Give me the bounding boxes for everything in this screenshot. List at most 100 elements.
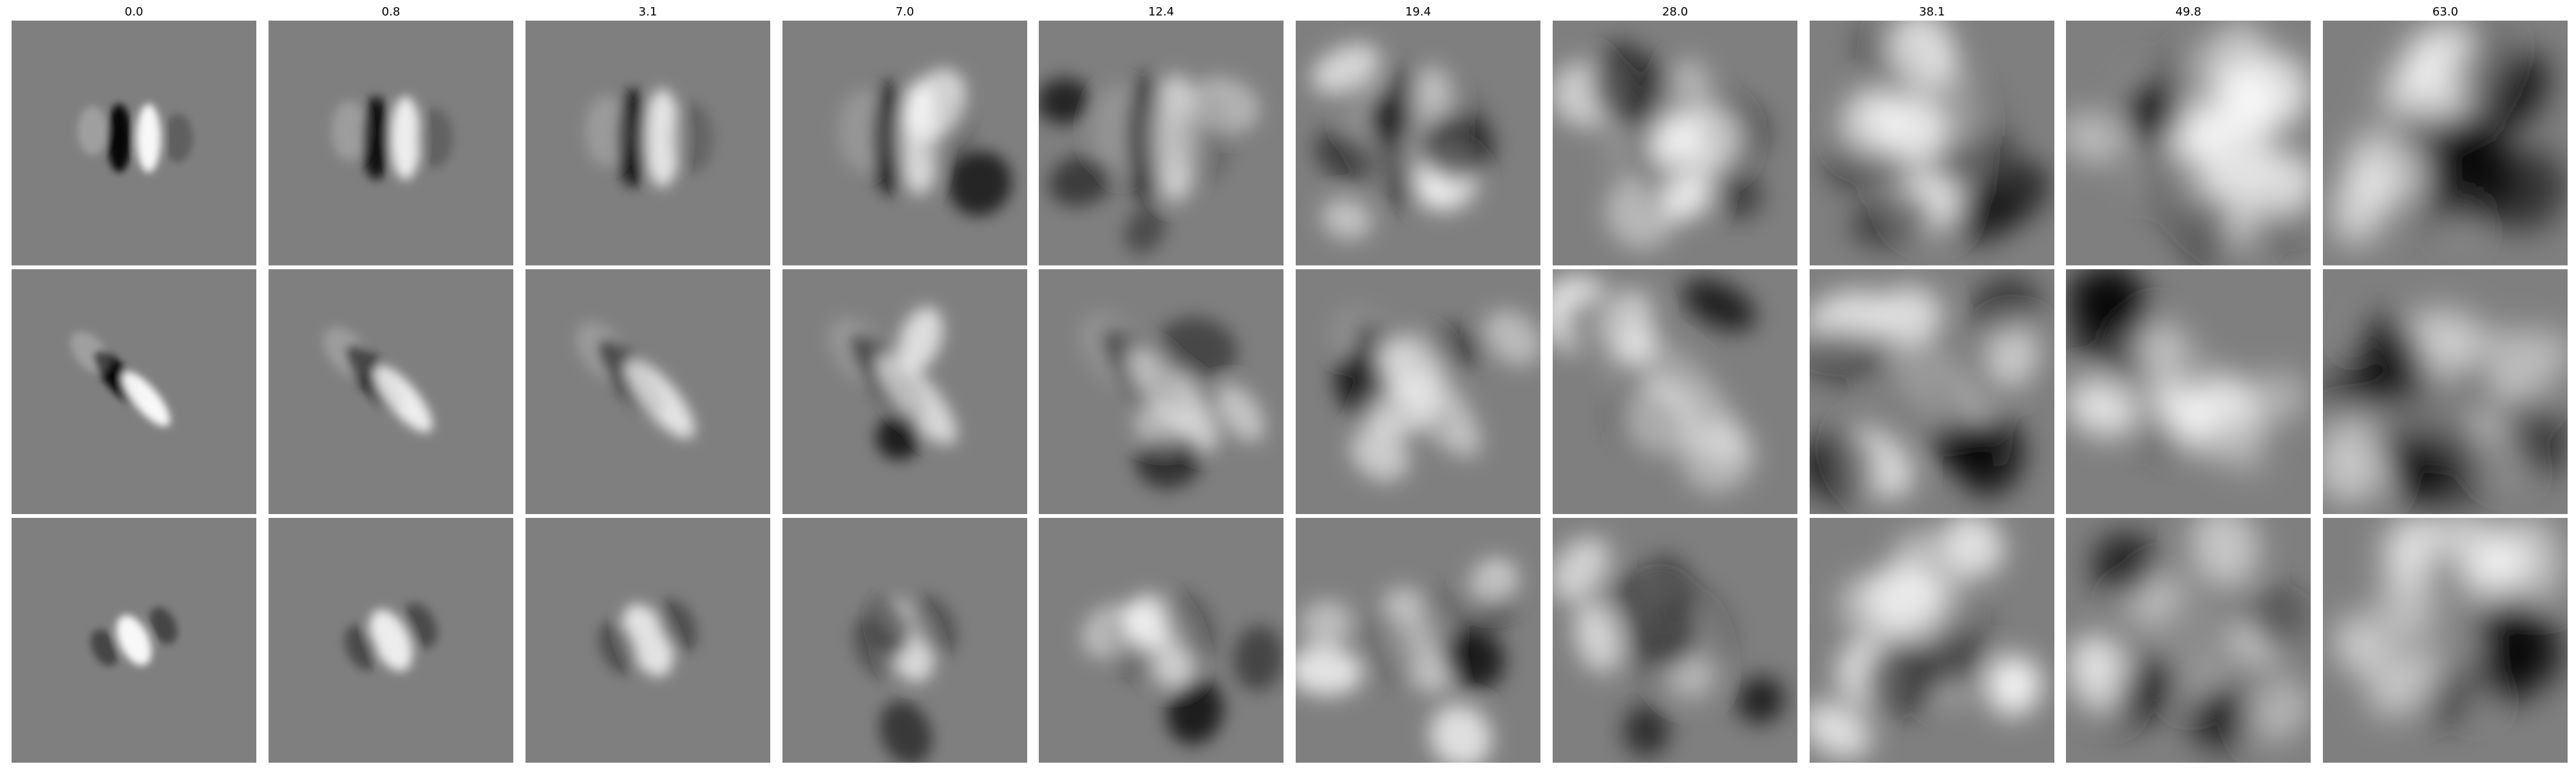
filter-image: [782, 269, 1027, 514]
filter-blob: [1430, 704, 1492, 763]
filter-blob: [2405, 22, 2473, 79]
filter-blob: [1605, 177, 1676, 249]
filter-blob: [2470, 591, 2535, 653]
filter-tile: [1553, 269, 1797, 514]
filter-blob: [2417, 430, 2491, 511]
filter-blob: [1893, 530, 1969, 609]
column-title: 7.0: [895, 5, 914, 19]
filter-blob: [403, 603, 437, 649]
filter-blob: [948, 151, 1012, 216]
filter-blob: [1930, 422, 1998, 475]
filter-blob: [2377, 568, 2432, 643]
filter-tile: [2323, 518, 2568, 763]
filter-tile: [269, 269, 513, 514]
filter-blob: [2368, 653, 2442, 716]
filter-image: [269, 21, 513, 265]
filter-blob: [2246, 587, 2307, 654]
filter-blob: [1233, 625, 1283, 691]
filter-image: [269, 269, 513, 514]
filter-blob: [1862, 643, 1940, 716]
filter-image: [1296, 269, 1540, 514]
filter-blob: [1321, 198, 1372, 240]
filter-blob: [1623, 704, 1670, 757]
filter-blob: [1039, 78, 1092, 124]
filter-blob: [1350, 427, 1409, 481]
filter-image: [1810, 21, 2054, 265]
filter-blob: [122, 371, 171, 426]
filter-blob: [657, 598, 697, 653]
filter-blob: [2092, 532, 2159, 598]
filter-blob: [2186, 689, 2254, 756]
filter-tile: [526, 518, 770, 763]
filter-image: [12, 518, 256, 763]
filter-tile: [782, 21, 1027, 265]
filter-blob: [828, 318, 893, 388]
filter-blob: [1164, 591, 1217, 661]
filter-blob: [361, 96, 392, 180]
filter-image: [526, 269, 770, 514]
column-title: 28.0: [1662, 5, 1689, 19]
filter-image: [1296, 518, 1540, 763]
filter-image: [526, 21, 770, 265]
filter-tile: [782, 518, 1027, 763]
filter-blob: [2246, 674, 2310, 740]
filter-blob: [2069, 635, 2131, 712]
filter-tile: [1810, 21, 2054, 265]
filter-blob: [390, 96, 421, 180]
filter-blob: [1681, 420, 1756, 493]
filter-blob: [1048, 154, 1115, 207]
filter-blob: [1296, 646, 1363, 696]
filter-blob: [1737, 676, 1785, 723]
filter-blob: [1850, 193, 1936, 249]
filter-tile: [1296, 21, 1540, 265]
filter-blob: [2438, 518, 2502, 577]
filter-image: [2323, 269, 2568, 514]
filter-blob: [369, 609, 413, 671]
filter-blob: [876, 414, 922, 460]
filter-blob: [2190, 518, 2260, 588]
filter-blob: [1659, 172, 1712, 222]
filter-blob: [877, 353, 957, 445]
filter-blob: [1841, 88, 1908, 157]
filter-blob: [1420, 112, 1495, 180]
filter-blob: [1124, 205, 1166, 254]
filter-blob: [2370, 416, 2437, 481]
filter-image: [2066, 518, 2311, 763]
filter-image: [782, 518, 1027, 763]
column-title: 0.0: [124, 5, 144, 19]
filter-tile: [2323, 269, 2568, 514]
filter-tile: [2323, 21, 2568, 265]
filter-blob: [90, 629, 118, 667]
filter-image: [2323, 21, 2568, 265]
filter-blob: [345, 625, 379, 671]
filter-blob: [323, 327, 371, 378]
filter-tile: [269, 518, 513, 763]
filter-image: [1039, 518, 1283, 763]
filter-blob: [1081, 312, 1154, 392]
filter-blob: [838, 90, 888, 172]
filter-blob: [1676, 105, 1742, 171]
column-title: 38.1: [1918, 5, 1946, 19]
filter-blob: [1877, 286, 1942, 344]
filter-blob: [2193, 109, 2273, 187]
filter-tile: [2066, 21, 2311, 265]
filter-blob: [2476, 645, 2536, 704]
filter-blob: [1484, 310, 1540, 366]
filter-tile: [1553, 21, 1797, 265]
filter-blob: [417, 108, 453, 168]
filter-blob: [1366, 382, 1444, 436]
filter-image: [12, 269, 256, 514]
filter-image: [1039, 269, 1283, 514]
filter-blob: [1300, 600, 1353, 647]
filter-tile: [12, 269, 256, 514]
filter-image: [782, 21, 1027, 265]
filter-blob: [1984, 654, 2037, 718]
filter-blob: [163, 113, 193, 163]
filter-tile: [526, 269, 770, 514]
column-title: 63.0: [2432, 5, 2459, 19]
filter-image: [1553, 21, 1797, 265]
filter-blob: [1633, 602, 1698, 668]
tile-background: [12, 21, 256, 265]
filter-blob: [1359, 609, 1418, 687]
filter-blob: [2116, 654, 2179, 723]
